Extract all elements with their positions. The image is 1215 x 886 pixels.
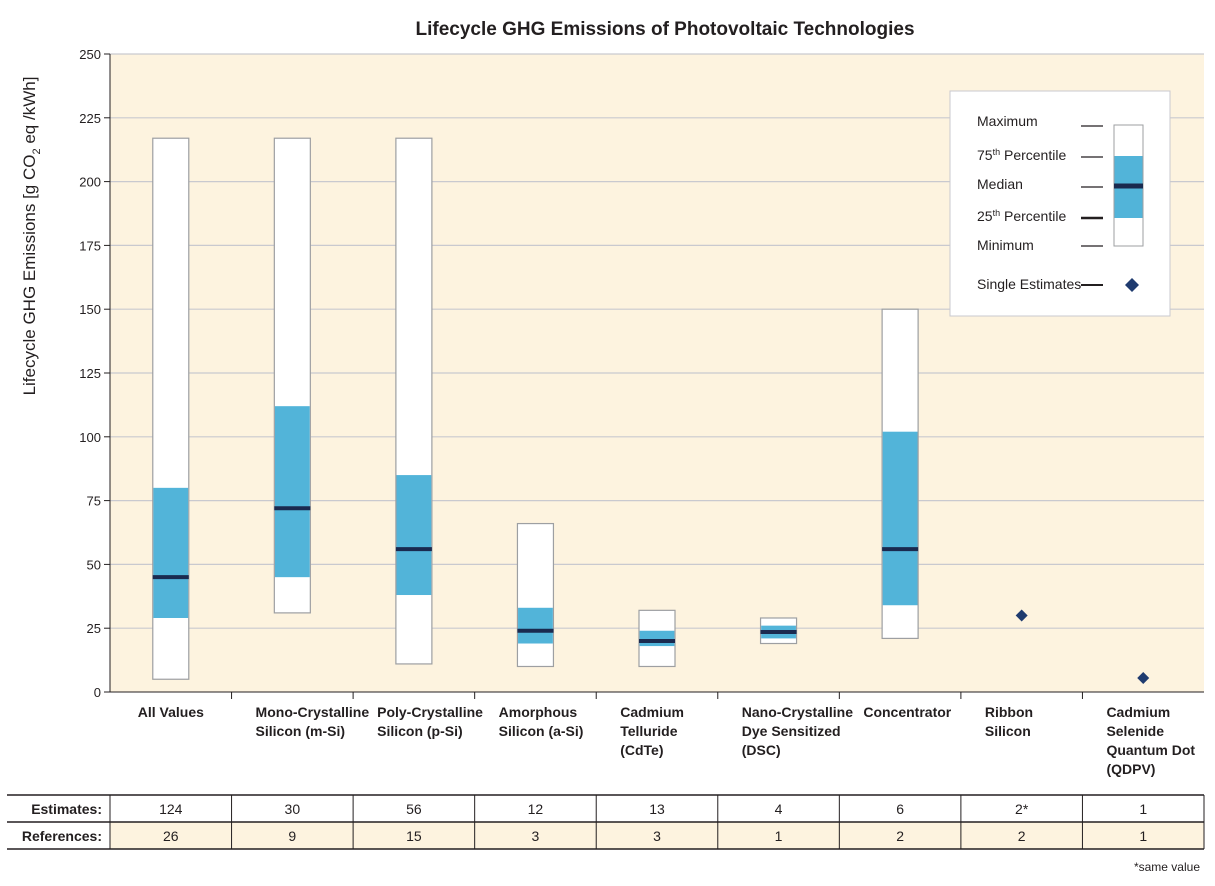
references-cell: 1 (1139, 828, 1147, 844)
single-estimate-marker (1015, 609, 1028, 622)
category-label-line: (DSC) (742, 742, 781, 758)
y-axis-label-part: eq /kWh] (20, 77, 39, 149)
y-tick-label: 50 (87, 557, 101, 572)
category-label-line: (CdTe) (620, 742, 663, 758)
estimates-cell: 4 (775, 801, 783, 817)
estimates-label: Estimates: (31, 801, 102, 817)
y-tick-label: 225 (79, 111, 101, 126)
iqr-box (518, 607, 553, 644)
estimates-cell: 6 (896, 801, 904, 817)
legend-label-part: Percentile (1000, 147, 1066, 163)
category-label-line: Nano-Crystalline (742, 704, 853, 720)
data-table: Estimates:References:124 30 56 12 13 4 6 2* 126 9… (7, 794, 1205, 850)
table-row-bg (110, 822, 1204, 849)
y-tick-label: 25 (87, 621, 101, 636)
category-label-line: Concentrator (863, 704, 951, 720)
references-cell: 2 (896, 828, 904, 844)
category-label: Mono-Crystalline Silicon (m-Si) (256, 704, 370, 739)
category-label: Cadmium Selenide Quantum Dot (QDPV) (1106, 704, 1195, 777)
iqr-box (639, 630, 675, 647)
legend-sample-marker (1125, 278, 1139, 292)
range-box (516, 522, 555, 668)
estimates-cell: 30 (285, 801, 301, 817)
category-label-line: Poly-Crystalline (377, 704, 483, 720)
iqr-box (396, 475, 432, 596)
references-cell: 3 (653, 828, 661, 844)
category-label: Cadmium Telluride (CdTe) (620, 704, 684, 758)
references-cell: 2 (1018, 828, 1026, 844)
references-cell: 1 (775, 828, 783, 844)
legend-label-p25: 25th Percentile (977, 208, 1066, 224)
legend-label-superscript: th (993, 208, 1001, 218)
iqr-box (882, 431, 918, 606)
category-label: Concentrator (863, 704, 951, 720)
category-label-line: Silicon (p-Si) (377, 723, 463, 739)
category-label-line: Silicon (m-Si) (256, 723, 345, 739)
estimates-cell: 2* (1015, 801, 1029, 817)
y-tick-label: 150 (79, 302, 101, 317)
y-tick-label: 175 (79, 238, 101, 253)
estimates-cell: 124 (159, 801, 183, 817)
category-label-line: Cadmium (620, 704, 684, 720)
category-label-line: Telluride (620, 723, 678, 739)
legend-label-part: 75 (977, 147, 993, 163)
category-label: All Values (138, 704, 204, 720)
legend-label-p75: 75th Percentile (977, 147, 1066, 163)
y-axis-label-subscript: 2 (31, 148, 43, 154)
category-label-line: Cadmium (1106, 704, 1170, 720)
legend-label-part: 25 (977, 208, 993, 224)
legend-label-median: Median (977, 176, 1023, 192)
references-cell: 3 (532, 828, 540, 844)
category-label-line: Amorphous (499, 704, 578, 720)
category-label-line: Selenide (1106, 723, 1164, 739)
references-cell: 9 (288, 828, 296, 844)
references-label: References: (22, 828, 102, 844)
category-label-line: Ribbon (985, 704, 1033, 720)
category-label-line: Quantum Dot (1106, 742, 1195, 758)
single-estimate-marker (1137, 671, 1150, 684)
legend-label-single: Single Estimates (977, 276, 1081, 292)
category-label: Poly-Crystalline Silicon (p-Si) (377, 704, 483, 739)
y-tick-label: 100 (79, 430, 101, 445)
estimates-cell: 1 (1139, 801, 1147, 817)
iqr-box (153, 487, 189, 618)
y-axis-label: Lifecycle GHG Emissions [g CO2 eq /kWh] (20, 77, 43, 396)
footnote: *same value (1134, 860, 1200, 874)
category-label: Nano-Crystalline Dye Sensitized (DSC) (742, 704, 853, 758)
chart-title: Lifecycle GHG Emissions of Photovoltaic … (415, 19, 914, 40)
y-tick-label: 0 (94, 685, 101, 700)
category-label-line: Mono-Crystalline (256, 704, 370, 720)
y-axis-label-part: Lifecycle GHG Emissions [g CO (20, 155, 39, 396)
legend-label-part: Percentile (1000, 208, 1066, 224)
y-tick-label: 200 (79, 175, 101, 190)
estimates-cell: 13 (649, 801, 665, 817)
category-label-line: Silicon (a-Si) (499, 723, 584, 739)
y-tick-label: 125 (79, 366, 101, 381)
category-label-line: Dye Sensitized (742, 723, 841, 739)
legend-label-maximum: Maximum (977, 113, 1038, 129)
estimates-cell: 12 (528, 801, 544, 817)
legend-label-superscript: th (993, 147, 1001, 157)
legend-label-minimum: Minimum (977, 237, 1034, 253)
category-label: Amorphous Silicon (a-Si) (499, 704, 584, 739)
category-label-line: All Values (138, 704, 204, 720)
references-cell: 26 (163, 828, 179, 844)
estimates-cell: 56 (406, 801, 422, 817)
category-label-line: (QDPV) (1106, 761, 1155, 777)
y-tick-label: 75 (87, 494, 101, 509)
y-tick-label: 250 (79, 47, 101, 62)
category-label: Ribbon Silicon (985, 704, 1033, 739)
references-cell: 15 (406, 828, 422, 844)
category-label-line: Silicon (985, 723, 1031, 739)
iqr-box (274, 406, 310, 578)
